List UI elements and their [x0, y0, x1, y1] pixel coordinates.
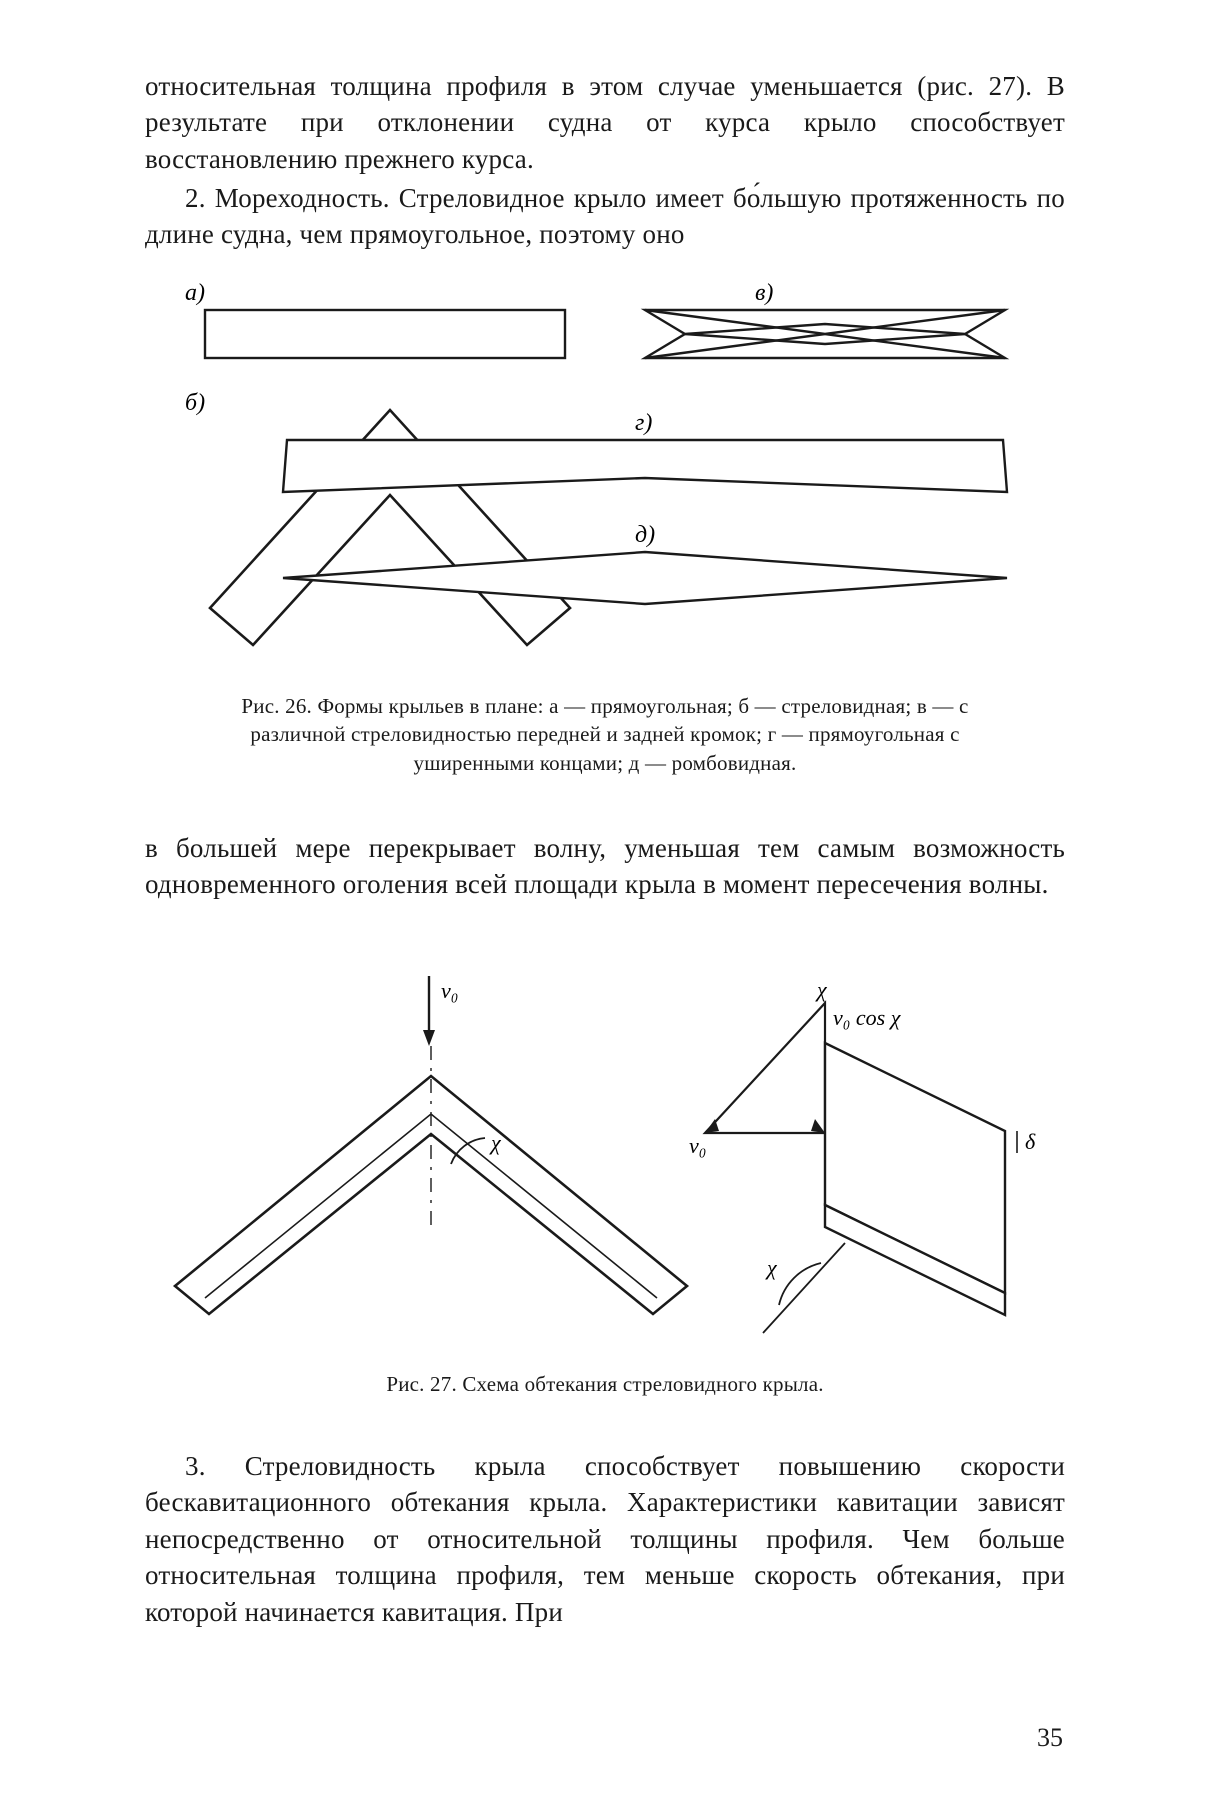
figure-26-caption: Рис. 26. Формы крыльев в плане: а — прям…	[225, 692, 985, 777]
paragraph-1: относительная толщина профиля в этом слу…	[145, 68, 1065, 177]
paragraph-2: 2. Мореходность. Стреловидное крыло имее…	[145, 180, 1065, 253]
fig26-label-a: а)	[185, 280, 205, 306]
fig27-inset-chi-bottom: χ	[765, 1255, 778, 1280]
fig27-inset-v0cos: v₀ cos χ	[833, 1005, 902, 1030]
fig27-inset-delta: δ	[1025, 1129, 1036, 1154]
fig26-shape-a	[205, 310, 565, 358]
fig26-label-g: г)	[635, 410, 652, 436]
fig27-v0-arrow-head	[423, 1030, 435, 1046]
figure-27: v₀ χ χ v₀ v₀ cos χ δ	[145, 968, 1065, 1348]
fig26-shape-d	[283, 552, 1007, 604]
fig26-label-b: б)	[185, 390, 205, 416]
paragraph-3: в большей мере перекрывает волну, уменьш…	[145, 830, 1065, 903]
fig27-angle-label: χ	[489, 1130, 502, 1155]
fig27-v0-label: v₀	[441, 978, 458, 1003]
figure-27-caption: Рис. 27. Схема обтекания стреловидного к…	[260, 1370, 950, 1398]
fig26-label-d: д)	[635, 522, 655, 548]
page: относительная толщина профиля в этом слу…	[0, 0, 1208, 1808]
fig27-inset-chi-top: χ	[815, 977, 828, 1002]
fig27-inset-triangle	[705, 1003, 825, 1133]
fig27-inset-bottom-arc	[779, 1263, 821, 1305]
paragraph-4: 3. Стреловидность крыла способствует пов…	[145, 1448, 1065, 1630]
figure-26: а) в) б) г) д)	[145, 280, 1065, 680]
fig27-inset-v0: v₀	[689, 1133, 706, 1158]
fig26-label-v: в)	[755, 280, 773, 306]
fig27-inset: χ v₀ v₀ cos χ δ χ	[689, 977, 1036, 1333]
page-number: 35	[1037, 1723, 1063, 1753]
fig26-shape-g	[283, 440, 1007, 492]
fig27-wing-outline	[175, 1076, 687, 1314]
